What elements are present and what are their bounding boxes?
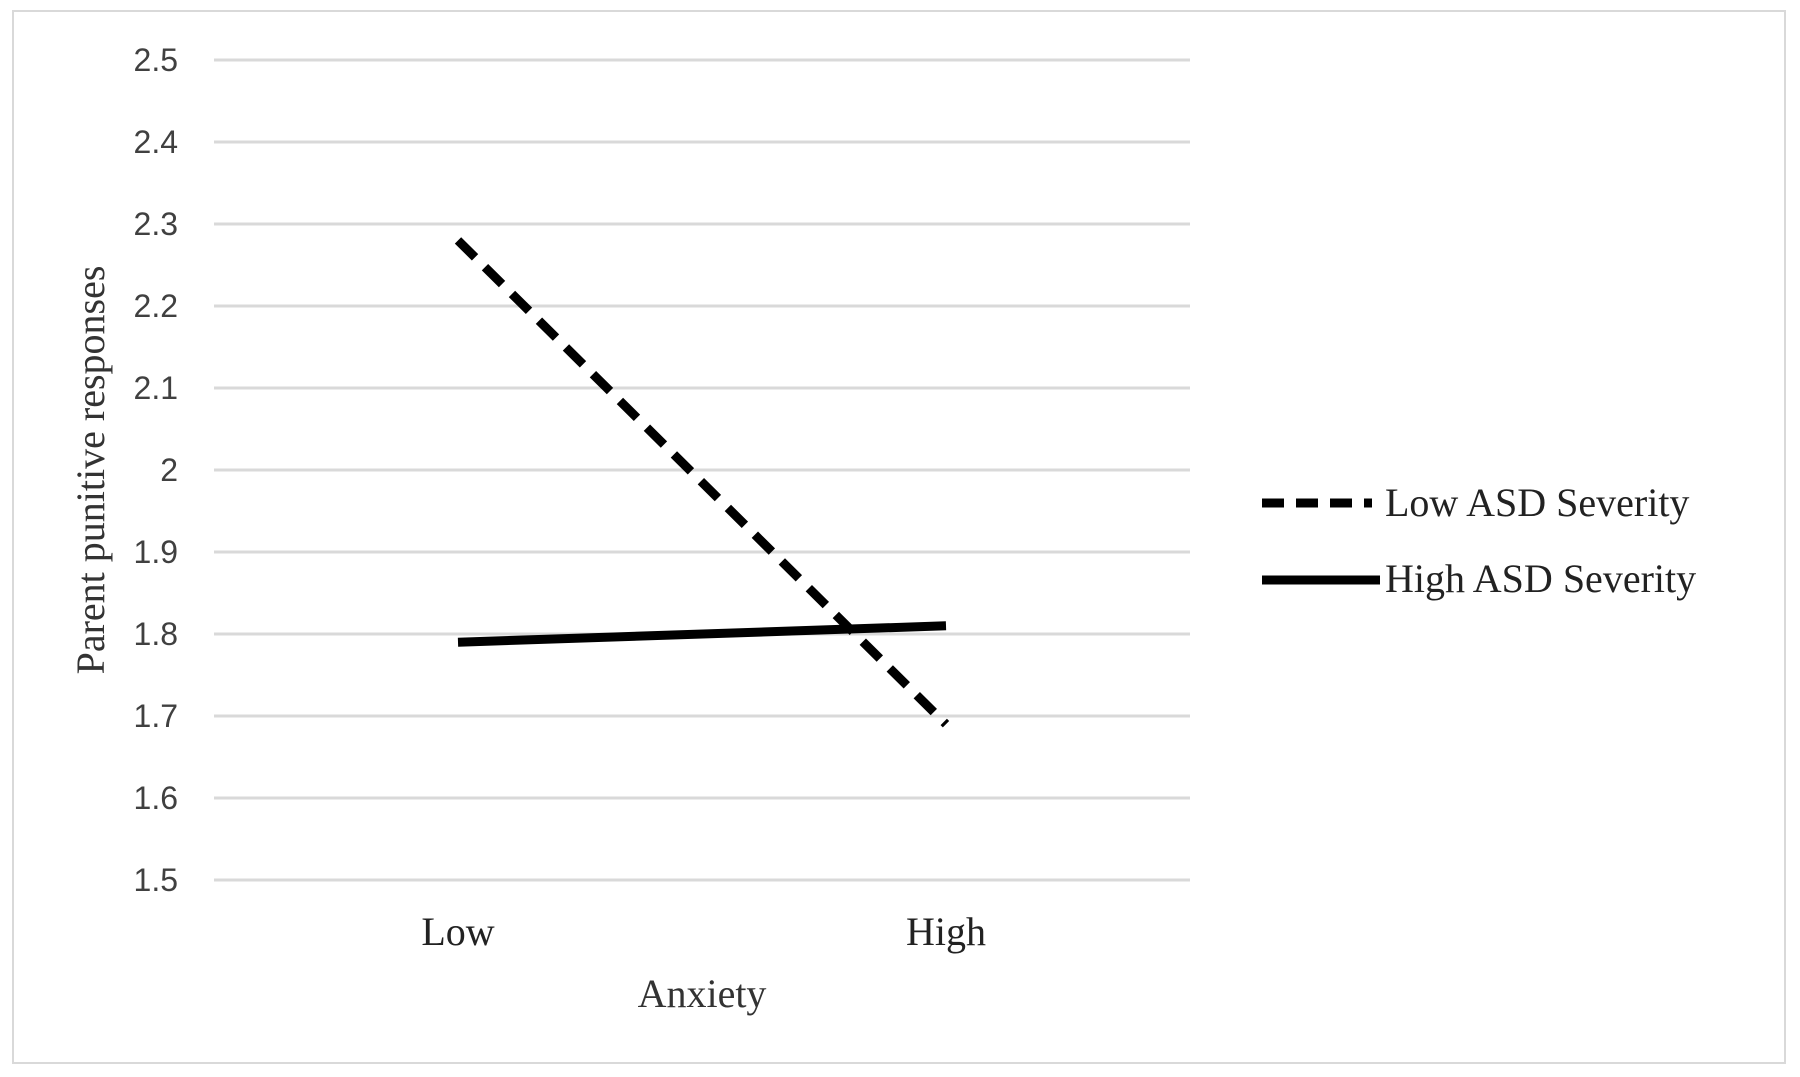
- y-tick-label: 2.1: [134, 370, 178, 406]
- y-axis-title: Parent punitive responses: [68, 266, 113, 675]
- y-tick-label: 2.4: [134, 124, 178, 160]
- series-line-high-asd-severity: [457, 621, 947, 647]
- y-tick-label: 1.7: [134, 698, 178, 734]
- legend-label-high-asd-severity: High ASD Severity: [1385, 556, 1696, 601]
- series-lines: [454, 237, 950, 728]
- y-tick-label: 2: [160, 452, 178, 488]
- legend: Low ASD Severity High ASD Severity: [1262, 480, 1696, 601]
- y-tick-label: 2.5: [134, 42, 178, 78]
- x-tick-label: High: [906, 909, 986, 954]
- gridlines: [214, 58, 1190, 882]
- y-tick-label: 1.9: [134, 534, 178, 570]
- x-tick-labels: Low High: [421, 909, 986, 954]
- x-axis-title: Anxiety: [638, 971, 767, 1016]
- y-tick-labels: 1.5 1.6 1.7 1.8 1.9 2 2.1 2.2 2.3 2.4 2.5: [134, 42, 178, 898]
- y-tick-label: 2.3: [134, 206, 178, 242]
- legend-label-low-asd-severity: Low ASD Severity: [1385, 480, 1689, 525]
- y-tick-label: 2.2: [134, 288, 178, 324]
- y-tick-label: 1.6: [134, 780, 178, 816]
- y-tick-label: 1.5: [134, 862, 178, 898]
- x-tick-label: Low: [421, 909, 494, 954]
- chart-frame: [12, 10, 1786, 1064]
- y-tick-label: 1.8: [134, 616, 178, 652]
- series-line-low-asd-severity: [454, 237, 950, 728]
